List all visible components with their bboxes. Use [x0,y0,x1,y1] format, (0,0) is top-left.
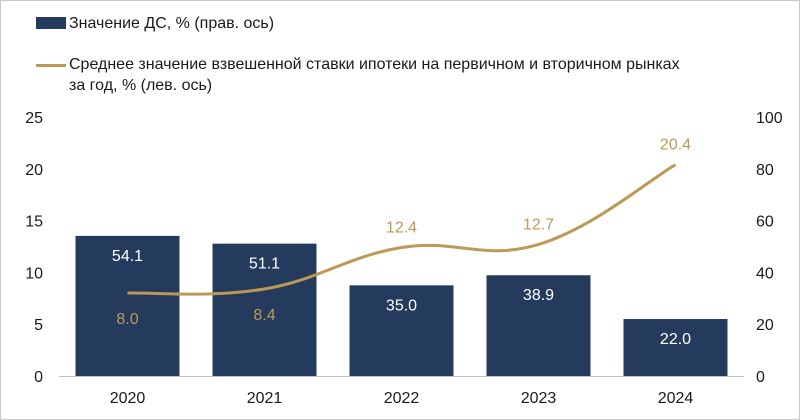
y-right-tick-label: 80 [756,162,774,179]
y-right-tick-label: 100 [756,110,783,127]
y-left-tick-label: 10 [25,265,43,282]
y-right-tick-label: 40 [756,265,774,282]
line-data-label: 12.4 [386,220,417,237]
bar-data-label: 51.1 [249,256,280,273]
bar [75,235,180,376]
bar-data-label: 38.9 [523,287,554,304]
y-left-tick-label: 0 [34,369,43,386]
legend-line-swatch [36,64,66,67]
legend-line-label-2: за год, % (лев. ось) [69,77,213,94]
x-tick-label: 2024 [658,390,694,407]
y-right-tick-label: 60 [756,214,774,231]
bar [349,285,454,376]
x-tick-label: 2021 [247,390,283,407]
bar-data-label: 22.0 [660,331,691,348]
line-series [127,163,677,296]
x-tick-label: 2020 [110,390,146,407]
legend: Значение ДС, % (прав. ось) Среднее значе… [1,1,791,111]
legend-bar-swatch [36,17,66,29]
bar [486,275,591,376]
bar-data-label: 54.1 [112,248,143,265]
y-left-tick-label: 15 [25,214,43,231]
bar-data-label: 35.0 [386,297,417,314]
y-left-tick-label: 25 [25,110,43,127]
x-tick-label: 2022 [384,390,420,407]
legend-bar-label: Значение ДС, % (прав. ось) [69,15,275,32]
line-data-label: 8.0 [116,311,138,328]
legend-line-label-1: Среднее значение взвешенной ставки ипоте… [69,56,680,73]
bar [623,319,728,376]
y-left-tick-label: 5 [34,317,43,334]
line-data-label: 12.7 [523,216,554,233]
bar [212,243,317,376]
line-data-label: 8.4 [253,307,275,324]
line-data-label: 20.4 [660,137,691,154]
y-right-tick-label: 0 [756,369,765,386]
x-tick-label: 2023 [521,390,557,407]
y-right-tick-label: 20 [756,317,774,334]
y-left-tick-label: 20 [25,162,43,179]
